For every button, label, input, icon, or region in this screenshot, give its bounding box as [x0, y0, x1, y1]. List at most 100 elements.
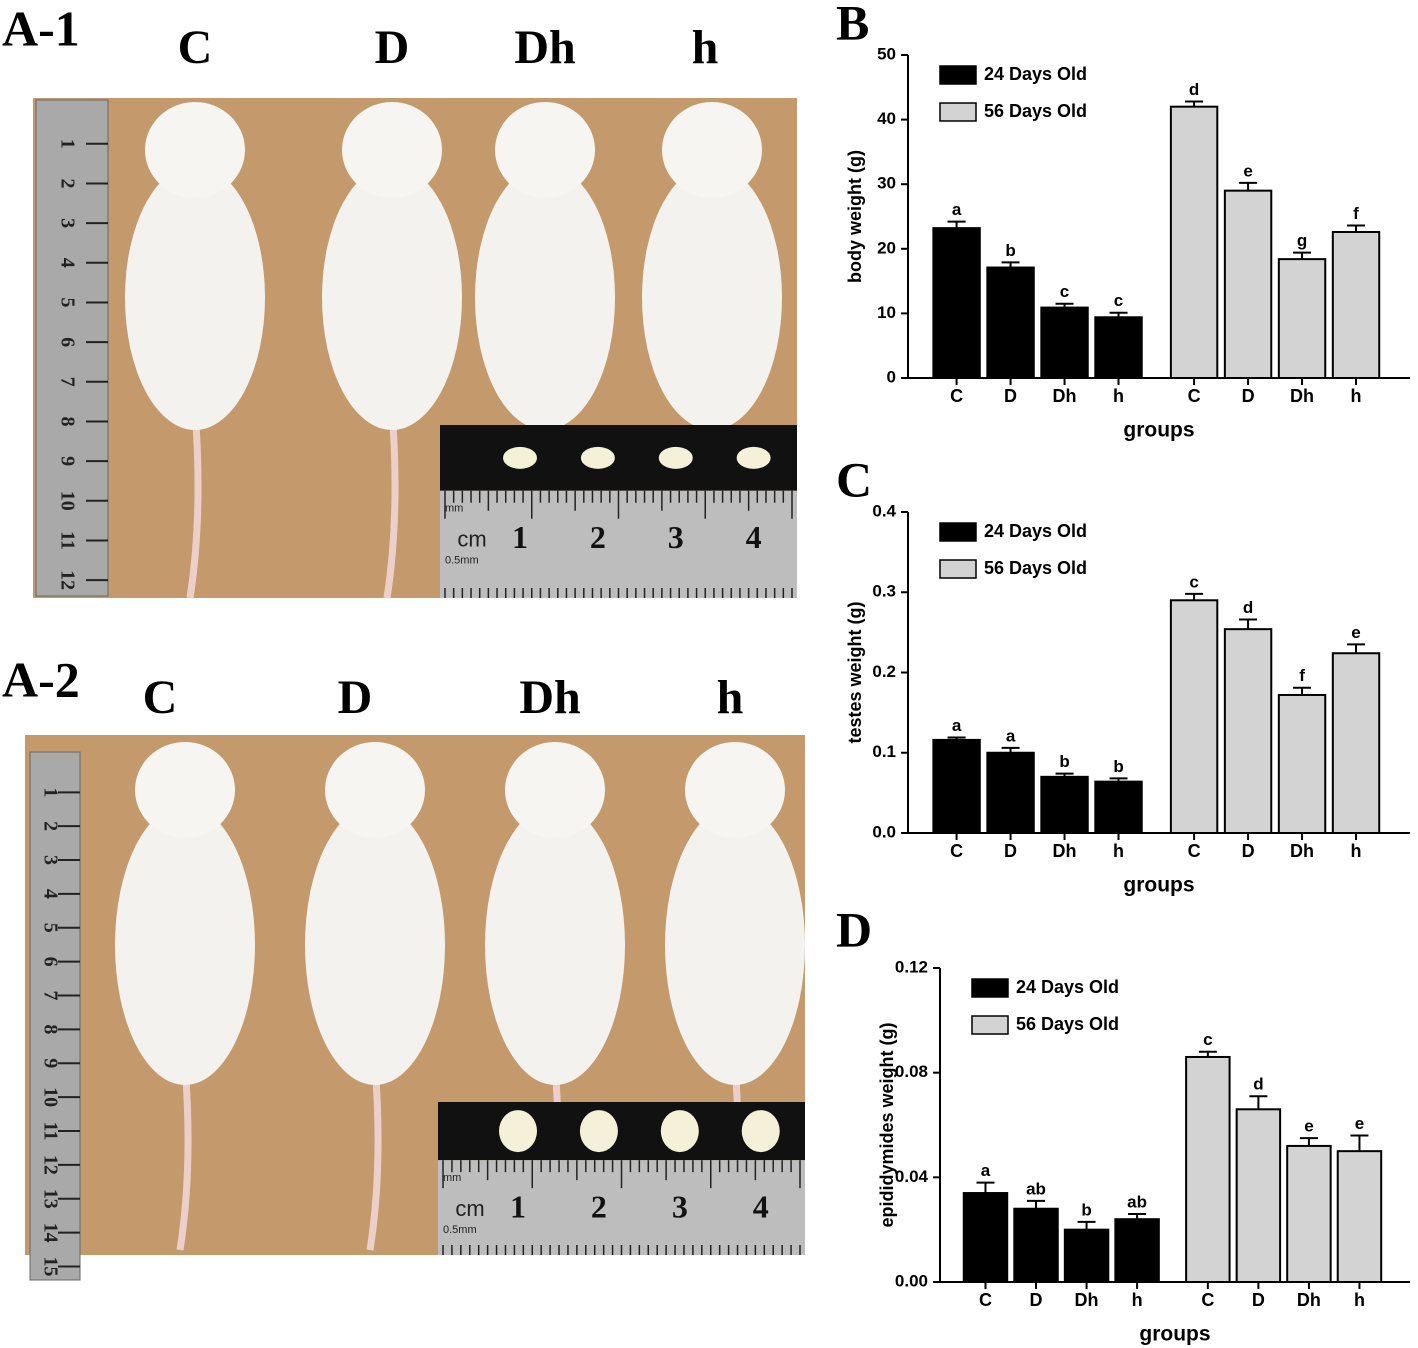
significance-letter: a	[952, 200, 962, 219]
significance-letter: f	[1299, 666, 1305, 685]
x-tick-label: Dh	[1053, 841, 1077, 861]
testis	[579, 1110, 618, 1153]
ruler-number: 7	[56, 377, 78, 387]
error-bar	[1350, 1134, 1369, 1152]
inset-mark: 4	[753, 1188, 769, 1224]
error-bar	[1027, 1199, 1046, 1209]
bar	[1331, 231, 1381, 379]
panel-label: A-1	[2, 0, 80, 56]
ruler-number: 14	[39, 1223, 61, 1243]
x-tick-label: C	[950, 841, 963, 861]
y-tick-label: 0.00	[895, 1271, 928, 1290]
ruler-number: 6	[56, 337, 78, 347]
y-tick-label: 0.04	[895, 1167, 929, 1186]
panel-label: D	[836, 901, 872, 957]
testis	[660, 1110, 699, 1153]
bar	[1063, 1228, 1110, 1283]
x-tick-label: h	[1351, 386, 1362, 406]
ruler	[35, 99, 109, 597]
bar	[986, 266, 1035, 379]
ruler-number: 4	[56, 258, 78, 268]
y-tick-label: 50	[877, 44, 896, 63]
significance-letter: d	[1243, 598, 1253, 617]
mouse-head	[495, 102, 595, 198]
y-tick-label: 0.12	[895, 957, 928, 976]
significance-letter: ab	[1127, 1192, 1147, 1211]
ruler-number: 10	[56, 491, 78, 511]
bar	[1336, 1150, 1383, 1283]
error-bar	[1001, 746, 1020, 753]
legend-swatch	[939, 102, 977, 122]
group-label: D	[375, 21, 410, 74]
error-bar	[1109, 777, 1128, 782]
y-tick-label: 0.08	[895, 1062, 928, 1081]
mouse-tail	[176, 1064, 192, 1251]
legend-swatch	[939, 65, 977, 85]
significance-letter: c	[1203, 1030, 1212, 1049]
mouse-body	[322, 165, 462, 430]
x-tick-label: D	[1242, 386, 1255, 406]
ruler-number: 11	[39, 1122, 61, 1141]
error-bar	[1293, 686, 1312, 695]
bar	[1185, 1055, 1231, 1284]
group-label: C	[143, 671, 178, 724]
error-bar	[1001, 261, 1020, 268]
bar	[1169, 599, 1219, 835]
legend-swatch	[939, 522, 977, 542]
significance-letter: e	[1243, 161, 1252, 180]
mouse-body	[125, 165, 265, 430]
legend-swatch	[939, 559, 977, 579]
ruler-number: 15	[39, 1256, 61, 1276]
significance-letter: e	[1304, 1117, 1313, 1136]
error-bar	[1128, 1212, 1147, 1220]
inset-unit: cm	[457, 527, 486, 552]
group-label: D	[338, 671, 373, 724]
mouse-head	[342, 102, 442, 198]
error-bar	[1185, 100, 1204, 107]
ruler-number: 2	[56, 178, 78, 188]
testis	[503, 446, 537, 469]
bar	[1094, 780, 1143, 835]
bar	[1223, 189, 1273, 379]
error-bar	[1293, 251, 1312, 260]
testis	[580, 446, 615, 469]
bar	[1040, 775, 1089, 835]
x-tick-label: C	[1188, 841, 1201, 861]
significance-letter: d	[1253, 1075, 1263, 1094]
inset-mark: 2	[591, 1188, 607, 1224]
significance-letter: b	[1059, 752, 1069, 771]
x-tick-label: D	[1004, 841, 1017, 861]
error-bar	[1185, 592, 1204, 601]
error-bar	[1239, 181, 1258, 191]
x-tick-label: D	[1030, 1290, 1043, 1310]
error-bar	[1239, 618, 1258, 630]
ruler	[29, 751, 81, 1281]
mouse-tail	[366, 1064, 382, 1251]
y-tick-label: 0.2	[872, 662, 896, 681]
bar	[1331, 652, 1381, 834]
significance-letter: ab	[1026, 1179, 1046, 1198]
x-axis-label: groups	[1123, 874, 1194, 897]
y-tick-label: 0	[887, 367, 896, 386]
ruler-number: 13	[39, 1189, 61, 1209]
inset-mark: 4	[746, 519, 762, 555]
bar	[1277, 693, 1327, 834]
testis	[736, 446, 771, 469]
x-tick-label: h	[1132, 1290, 1143, 1310]
x-tick-label: Dh	[1075, 1290, 1099, 1310]
legend-label: 24 Days Old	[1016, 977, 1119, 997]
group-label: h	[717, 671, 744, 724]
legend-label: 56 Days Old	[984, 558, 1087, 578]
significance-letter: b	[1005, 241, 1015, 260]
x-tick-label: Dh	[1290, 841, 1314, 861]
y-axis-label: testes weight (g)	[845, 601, 865, 743]
significance-letter: c	[1114, 291, 1123, 310]
testis	[741, 1110, 780, 1153]
ruler-number: 12	[39, 1155, 61, 1175]
y-tick-label: 40	[877, 109, 896, 128]
y-tick-label: 30	[877, 174, 896, 193]
x-tick-label: D	[1004, 386, 1017, 406]
legend-swatch	[971, 1015, 1009, 1035]
